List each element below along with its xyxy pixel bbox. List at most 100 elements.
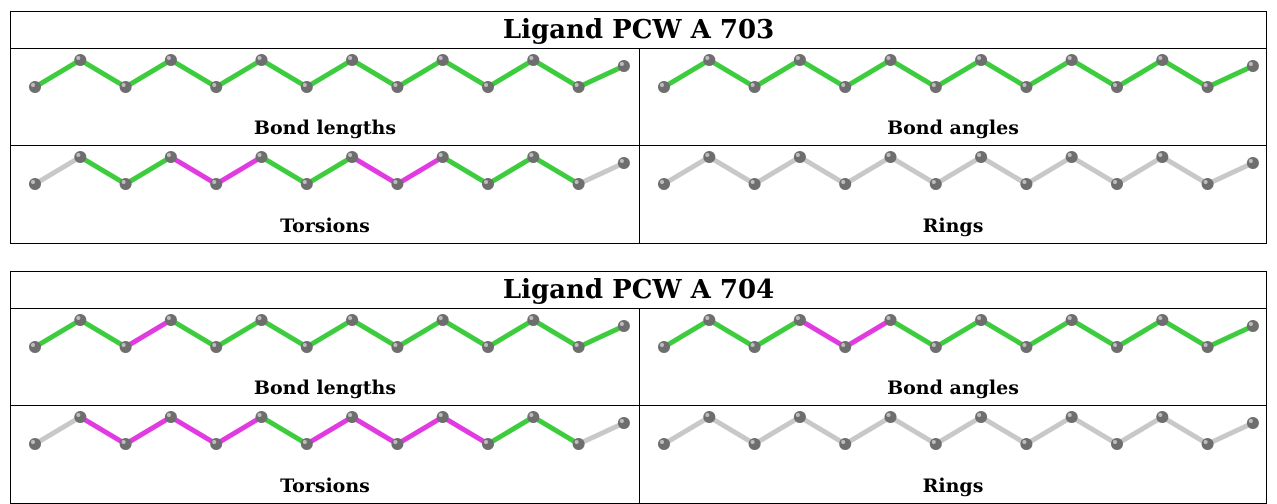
- atom: [1156, 314, 1169, 326]
- atom: [617, 417, 630, 429]
- atom-highlight: [212, 83, 217, 87]
- atom: [884, 54, 897, 66]
- bond-ok: [530, 154, 582, 187]
- atom: [658, 341, 670, 353]
- atom: [1201, 81, 1214, 93]
- atom: [436, 314, 449, 326]
- atom-highlight: [121, 343, 126, 347]
- bond-none: [706, 414, 758, 447]
- bond-ok: [661, 57, 712, 90]
- molecule-diagram: [29, 411, 630, 450]
- bond-outlier: [304, 414, 355, 447]
- atom-highlight: [1203, 180, 1208, 184]
- bond-none: [1159, 414, 1211, 447]
- bond-none: [1023, 414, 1075, 447]
- bond-ok: [440, 154, 491, 187]
- bond-ok: [123, 154, 174, 187]
- bond-ok: [123, 57, 174, 90]
- atom-highlight: [619, 419, 624, 423]
- bond-none: [32, 154, 83, 187]
- bond-ok: [1205, 323, 1256, 350]
- atom-highlight: [1203, 343, 1208, 347]
- atom: [1020, 438, 1033, 450]
- atom: [300, 438, 313, 450]
- cell-label: Bond angles: [887, 117, 1019, 139]
- bond-ok: [752, 317, 803, 350]
- bond-none: [933, 414, 984, 447]
- bond-none: [933, 154, 984, 187]
- atom-highlight: [302, 180, 307, 184]
- atom-highlight: [31, 83, 35, 87]
- atom: [346, 314, 359, 326]
- atom: [436, 411, 449, 423]
- atom: [572, 81, 585, 93]
- atom-highlight: [1113, 180, 1117, 184]
- bond-angles-cell: Bond angles: [639, 49, 1266, 146]
- bond-ok: [440, 317, 491, 350]
- bond-none: [752, 154, 803, 187]
- atom-highlight: [302, 83, 307, 87]
- atom: [1201, 438, 1214, 450]
- bond-ok: [1205, 63, 1256, 90]
- bond-ok: [349, 317, 400, 350]
- atom: [527, 411, 540, 423]
- atom: [975, 314, 988, 326]
- atom-highlight: [529, 413, 534, 417]
- atom: [839, 438, 852, 450]
- molecule-diagram: [658, 314, 1259, 353]
- atom: [527, 54, 540, 66]
- bond-none: [842, 414, 893, 447]
- atom-highlight: [438, 413, 443, 417]
- bond-none: [842, 154, 893, 187]
- atom-highlight: [348, 413, 353, 417]
- bond-outlier: [213, 414, 264, 447]
- bond-ok: [77, 57, 129, 90]
- bond-outlier: [123, 414, 174, 447]
- atom-highlight: [1248, 159, 1253, 163]
- bond-outlier: [394, 414, 446, 447]
- atom: [1065, 411, 1078, 423]
- atom-highlight: [705, 153, 710, 157]
- atom-highlight: [257, 153, 262, 157]
- atom-highlight: [31, 440, 35, 444]
- atom: [1246, 417, 1259, 429]
- atom: [975, 151, 988, 163]
- bond-ok: [259, 57, 310, 90]
- bond-ok: [394, 57, 446, 90]
- atom-highlight: [121, 83, 126, 87]
- bond-outlier: [797, 317, 848, 350]
- atom: [29, 438, 41, 450]
- atom: [1246, 157, 1259, 169]
- atom-highlight: [484, 83, 488, 87]
- atom-highlight: [1248, 62, 1253, 66]
- bond-none: [752, 414, 803, 447]
- bond-outlier: [349, 414, 400, 447]
- atom-highlight: [212, 440, 217, 444]
- atom-highlight: [529, 56, 534, 60]
- bond-ok: [1023, 317, 1075, 350]
- bond-ok: [530, 57, 582, 90]
- cell-label: Torsions: [280, 215, 370, 237]
- atom-highlight: [393, 180, 398, 184]
- atom-highlight: [302, 440, 307, 444]
- atom-highlight: [438, 153, 443, 157]
- atom-highlight: [931, 83, 936, 87]
- atom-highlight: [931, 343, 936, 347]
- atom: [74, 411, 87, 423]
- atom-highlight: [76, 316, 81, 320]
- atom: [164, 411, 177, 423]
- atom: [1111, 178, 1123, 190]
- atom-highlight: [302, 343, 307, 347]
- atom-highlight: [795, 153, 800, 157]
- atom-highlight: [841, 83, 846, 87]
- bond-ok: [933, 57, 984, 90]
- atom-highlight: [484, 343, 488, 347]
- atom: [1156, 411, 1169, 423]
- atom-highlight: [841, 440, 846, 444]
- atom-highlight: [619, 159, 624, 163]
- atom: [210, 178, 223, 190]
- atom-highlight: [166, 153, 171, 157]
- bond-ok: [349, 57, 400, 90]
- molecule-diagram: [29, 314, 630, 353]
- atom: [210, 81, 223, 93]
